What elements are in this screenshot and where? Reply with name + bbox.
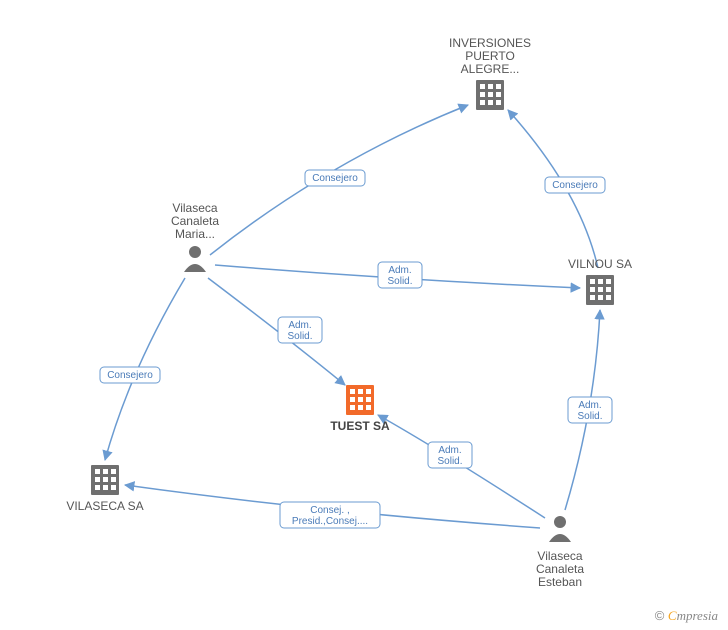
node-label: INVERSIONESPUERTOALEGRE... [449, 36, 531, 76]
node-label: VilasecaCanaletaMaria... [171, 201, 219, 241]
svg-text:Consejero: Consejero [107, 370, 153, 381]
building-icon[interactable] [586, 275, 614, 305]
building-icon[interactable] [91, 465, 119, 495]
footer-credit: © Cmpresia [655, 608, 718, 624]
edge-label: Consejero [100, 367, 160, 383]
edge-label: Adm.Solid. [428, 442, 472, 468]
node-label: VILNOU SA [568, 257, 632, 271]
building-center-icon[interactable] [346, 385, 374, 415]
svg-text:Adm.Solid.: Adm.Solid. [577, 400, 602, 422]
copyright-symbol: © [655, 608, 665, 623]
node-label: VILASECA SA [66, 499, 143, 513]
building-icon[interactable] [476, 80, 504, 110]
edge-label: Consejero [545, 177, 605, 193]
person-icon[interactable] [184, 246, 206, 272]
edge-maria-to-tuest [208, 278, 345, 385]
svg-text:Consejero: Consejero [552, 180, 598, 191]
edge-label: Consej. ,Presid.,Consej.... [280, 502, 380, 528]
svg-text:Adm.Solid.: Adm.Solid. [387, 265, 412, 287]
edge-label: Adm.Solid. [568, 397, 612, 423]
edge-label: Consejero [305, 170, 365, 186]
edge-label: Adm.Solid. [278, 317, 322, 343]
svg-text:Consejero: Consejero [312, 173, 358, 184]
person-icon[interactable] [549, 516, 571, 542]
node-label: VilasecaCanaletaEsteban [536, 549, 584, 589]
network-diagram: INVERSIONESPUERTOALEGRE... VILNOU SA VILAS… [0, 0, 728, 630]
svg-text:Adm.Solid.: Adm.Solid. [287, 320, 312, 342]
brand-rest: mpresia [677, 608, 718, 623]
svg-text:Adm.Solid.: Adm.Solid. [437, 445, 462, 467]
brand-first-letter: C [668, 608, 677, 623]
node-label: TUEST SA [330, 419, 390, 433]
edge-label: Adm.Solid. [378, 262, 422, 288]
